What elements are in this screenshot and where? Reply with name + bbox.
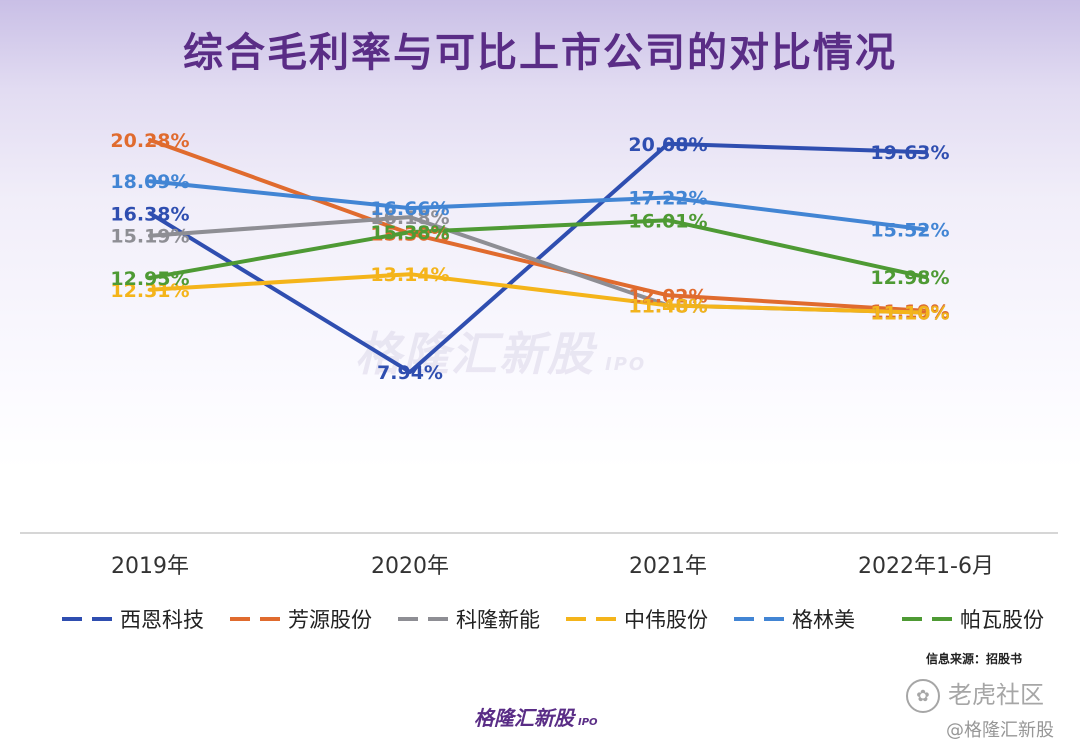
data-label: 13.14% xyxy=(370,264,449,286)
data-label: 16.18% xyxy=(370,207,449,229)
center-watermark-sub: IPO xyxy=(605,354,647,375)
data-label: 19.63% xyxy=(870,142,949,164)
tiger-community-watermark: ✿ 老虎社区 xyxy=(906,675,1044,713)
footer-logo: 格隆汇新股 IPO xyxy=(474,702,598,731)
legend-label: 格林美 xyxy=(792,608,855,632)
data-label: 7.94% xyxy=(377,362,443,384)
series-line-5 xyxy=(148,179,928,232)
x-tick-label: 2020年 xyxy=(371,554,449,579)
x-tick-label: 2021年 xyxy=(629,554,707,579)
data-label: 20.28% xyxy=(110,130,189,152)
data-label: 11.48% xyxy=(628,295,707,317)
data-label: 18.09% xyxy=(110,171,189,193)
series-lines xyxy=(148,138,928,374)
paw-icon: ✿ xyxy=(906,679,940,713)
legend-label: 中伟股份 xyxy=(624,608,708,632)
legend-label: 芳源股份 xyxy=(288,608,372,632)
series-line-6 xyxy=(148,218,928,280)
center-watermark-text: 格隆汇新股 xyxy=(355,327,595,381)
chart-title: 综合毛利率与可比上市公司的对比情况 xyxy=(183,30,897,76)
data-label: 11.10% xyxy=(870,303,949,325)
series-line-4 xyxy=(148,272,928,315)
x-tick-label: 2019年 xyxy=(111,554,189,579)
data-label: 15.52% xyxy=(870,220,949,242)
data-label: 11.10% xyxy=(870,303,949,325)
footer-logo-sub: IPO xyxy=(578,717,598,728)
data-label: 12.31% xyxy=(110,280,189,302)
legend-label: 西恩科技 xyxy=(120,608,204,632)
data-label: 12.02% xyxy=(628,285,707,307)
data-label: 16.38% xyxy=(110,203,189,225)
legend: 西恩科技 芳源股份 科隆新能 中伟股份 格林美 帕瓦股份 xyxy=(62,608,1044,632)
legend-label: 帕瓦股份 xyxy=(960,608,1044,632)
x-tick-label: 2022年1-6月 xyxy=(858,554,994,579)
data-label: 16.66% xyxy=(370,198,449,220)
legend-label: 科隆新能 xyxy=(456,608,540,632)
footer-logo-text: 格隆汇新股 xyxy=(474,706,574,730)
data-label: 17.22% xyxy=(628,188,707,210)
data-label: 12.95% xyxy=(110,268,189,290)
x-axis-ticks: 2019年 2020年 2021年 2022年1-6月 xyxy=(111,554,994,579)
data-label: 15.19% xyxy=(110,226,189,248)
series-line-2 xyxy=(148,138,928,313)
author-watermark: @格隆汇新股 xyxy=(946,720,1054,741)
center-watermark: 格隆汇新股 IPO xyxy=(355,318,646,384)
data-label: 20.08% xyxy=(628,134,707,156)
data-label: 15.38% xyxy=(370,222,449,244)
data-labels: 16.38% 7.94% 20.08% 19.63% 20.28% 15.30% 12.02… xyxy=(110,130,949,384)
data-label: 12.98% xyxy=(870,267,949,289)
source-note: 信息来源：招股书 xyxy=(925,652,1022,666)
tiger-watermark-text: 老虎社区 xyxy=(948,681,1044,709)
data-label: 11.19% xyxy=(870,301,949,323)
series-line-1 xyxy=(148,141,928,374)
data-label: 15.30% xyxy=(370,224,449,246)
data-label: 16.01% xyxy=(628,210,707,232)
data-label: 11.48% xyxy=(628,295,707,317)
